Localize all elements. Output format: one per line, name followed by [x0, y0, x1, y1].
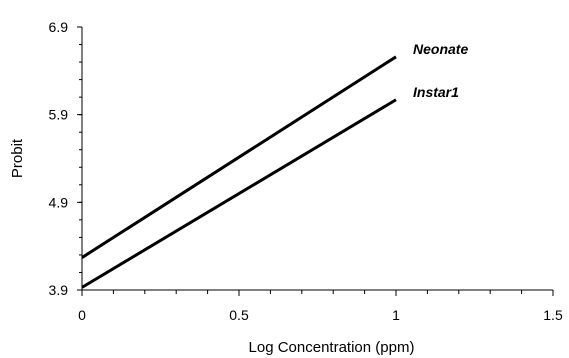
- series-line-neonate: [81, 55, 397, 259]
- series-label-neonate: Neonate: [413, 41, 468, 57]
- series-label-instar1: Instar1: [413, 84, 459, 100]
- ticks: 3.9 4.9 5.9 6.9 0 0.5 1 1.5: [49, 19, 563, 323]
- axes: [81, 27, 553, 291]
- x-tick-label: 1: [392, 307, 400, 323]
- y-tick-label: 5.9: [49, 107, 69, 123]
- y-axis-title: Probit: [9, 138, 26, 178]
- series-line-instar1: [81, 98, 397, 289]
- y-tick-label: 6.9: [49, 19, 69, 35]
- x-tick-label: 0.5: [229, 307, 249, 323]
- x-axis-title: Log Concentration (ppm): [249, 339, 415, 356]
- series-lines: Neonate Instar1: [81, 41, 468, 289]
- y-tick-label: 3.9: [49, 282, 69, 298]
- x-tick-label: 0: [78, 307, 86, 323]
- y-tick-label: 4.9: [49, 194, 69, 210]
- x-tick-label: 1.5: [543, 307, 563, 323]
